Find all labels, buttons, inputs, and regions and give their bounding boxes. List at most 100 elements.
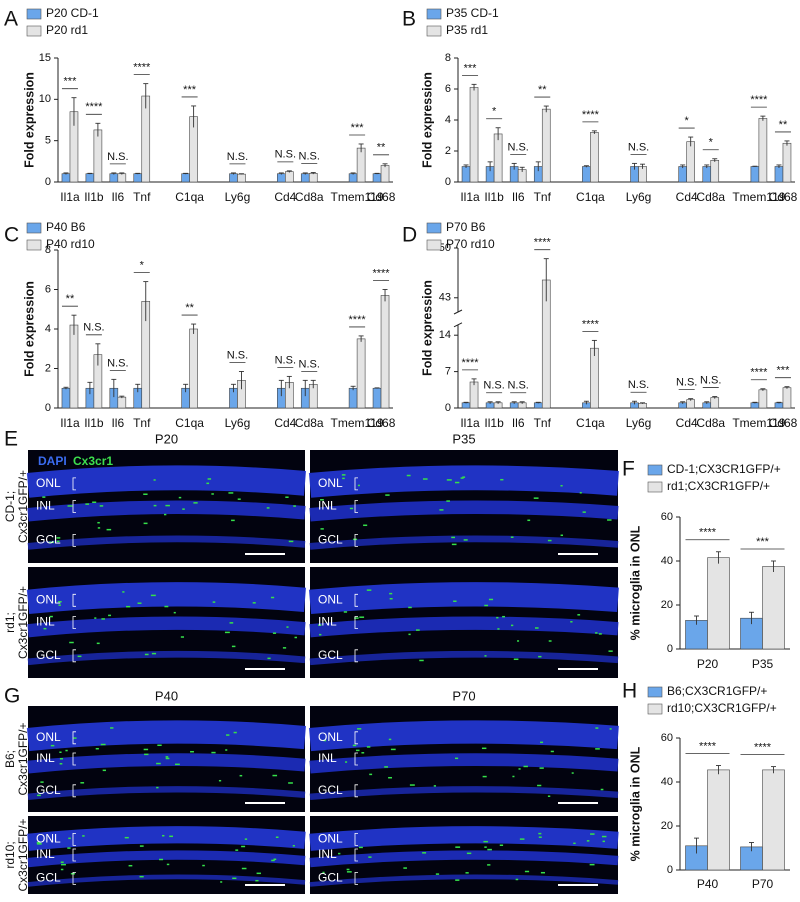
microglia — [275, 836, 279, 839]
x-tick-label: C1qa — [576, 190, 605, 204]
layer-bracket — [72, 500, 76, 513]
microglia — [354, 617, 359, 619]
error-bar — [71, 314, 77, 335]
layer-bracket — [72, 833, 76, 846]
significance-label: N.S. — [107, 357, 128, 369]
row-label: B6; — [3, 750, 17, 768]
bar — [61, 387, 71, 409]
microglia — [102, 769, 106, 772]
error-bar — [278, 379, 284, 397]
bar — [117, 396, 127, 409]
microglia — [517, 640, 520, 642]
microglia — [95, 747, 99, 750]
y-tick-label: 2 — [445, 145, 451, 157]
microglia — [403, 867, 407, 869]
error-bar — [694, 615, 699, 625]
microglia — [159, 858, 164, 861]
x-tick-label: P20 — [697, 657, 719, 671]
microglia — [241, 845, 246, 848]
microglia — [608, 650, 613, 652]
x-tick-label: Cd68 — [367, 190, 396, 204]
layer-label: INL — [318, 751, 337, 765]
y-axis-label: % microglia in ONL — [628, 525, 642, 640]
bar — [117, 173, 127, 183]
layer-bracket — [354, 616, 358, 629]
retina-layer — [27, 753, 306, 774]
bar — [356, 338, 366, 409]
y-axis-label: % microglia in ONL — [628, 746, 642, 861]
microglia — [255, 879, 259, 882]
significance-label: **** — [534, 237, 552, 249]
y-tick-label: 0 — [445, 402, 451, 414]
panel-letter: A — [4, 8, 18, 31]
microglia — [547, 539, 552, 542]
microglia — [598, 633, 602, 635]
legend-swatch — [426, 239, 442, 251]
microglia — [267, 657, 271, 660]
microglia — [59, 763, 63, 765]
legend-label: rd1;CX3CR1GFP/+ — [667, 479, 770, 493]
error-bar — [632, 162, 638, 170]
bar — [582, 166, 591, 183]
error-bar — [63, 172, 69, 175]
microglia — [462, 476, 466, 478]
retina-layer — [309, 874, 619, 887]
bar — [782, 142, 792, 183]
legend-swatch — [426, 222, 442, 234]
x-tick-label: Cd8a — [696, 416, 725, 430]
microglia — [50, 744, 55, 747]
microglia — [124, 836, 129, 839]
retina-layer — [27, 786, 306, 800]
bar — [762, 566, 785, 650]
x-tick-label: Il6 — [512, 416, 525, 430]
error-bar — [230, 172, 236, 175]
microglia — [273, 858, 277, 861]
error-bar — [784, 386, 790, 389]
microglia — [143, 493, 148, 495]
microglia — [369, 773, 373, 776]
microglia — [609, 728, 612, 730]
microglia — [110, 727, 114, 729]
microglia — [241, 867, 247, 870]
microglia — [460, 477, 464, 479]
microglia — [510, 624, 514, 627]
layer-label: GCL — [36, 783, 61, 797]
microglia — [499, 844, 504, 847]
bar — [678, 166, 687, 183]
microglia — [589, 863, 595, 866]
layer-label: INL — [318, 847, 337, 861]
y-tick-label: 40 — [661, 776, 673, 788]
significance-label: N.S. — [507, 141, 528, 153]
microglia — [231, 519, 235, 522]
retina-layer — [309, 786, 619, 800]
layer-label: INL — [36, 615, 55, 629]
microglia — [60, 861, 64, 863]
retina-layer — [309, 535, 619, 550]
legend-label: P35 rd1 — [446, 23, 488, 37]
significance-label: *** — [756, 536, 770, 548]
error-bar — [776, 401, 782, 404]
panel-letter: B — [402, 8, 416, 31]
retina-layer — [309, 650, 619, 666]
legend-swatch — [647, 481, 663, 493]
microglia — [338, 852, 341, 855]
microglia — [320, 499, 324, 501]
bar — [710, 397, 720, 409]
legend-swatch — [647, 703, 663, 715]
panel-letter: C — [4, 224, 19, 247]
microglia — [137, 602, 142, 604]
x-tick-label: Tnf — [534, 190, 552, 204]
bar — [758, 389, 768, 409]
retina-layer — [26, 720, 307, 752]
error-bar — [358, 143, 364, 153]
microglia — [513, 658, 519, 661]
y-tick-label: 6 — [445, 83, 451, 95]
error-bar — [519, 401, 525, 404]
significance-label: N.S. — [628, 141, 649, 153]
bar — [85, 173, 95, 183]
microglia — [422, 478, 428, 480]
bar — [93, 129, 103, 183]
bar — [356, 147, 366, 183]
